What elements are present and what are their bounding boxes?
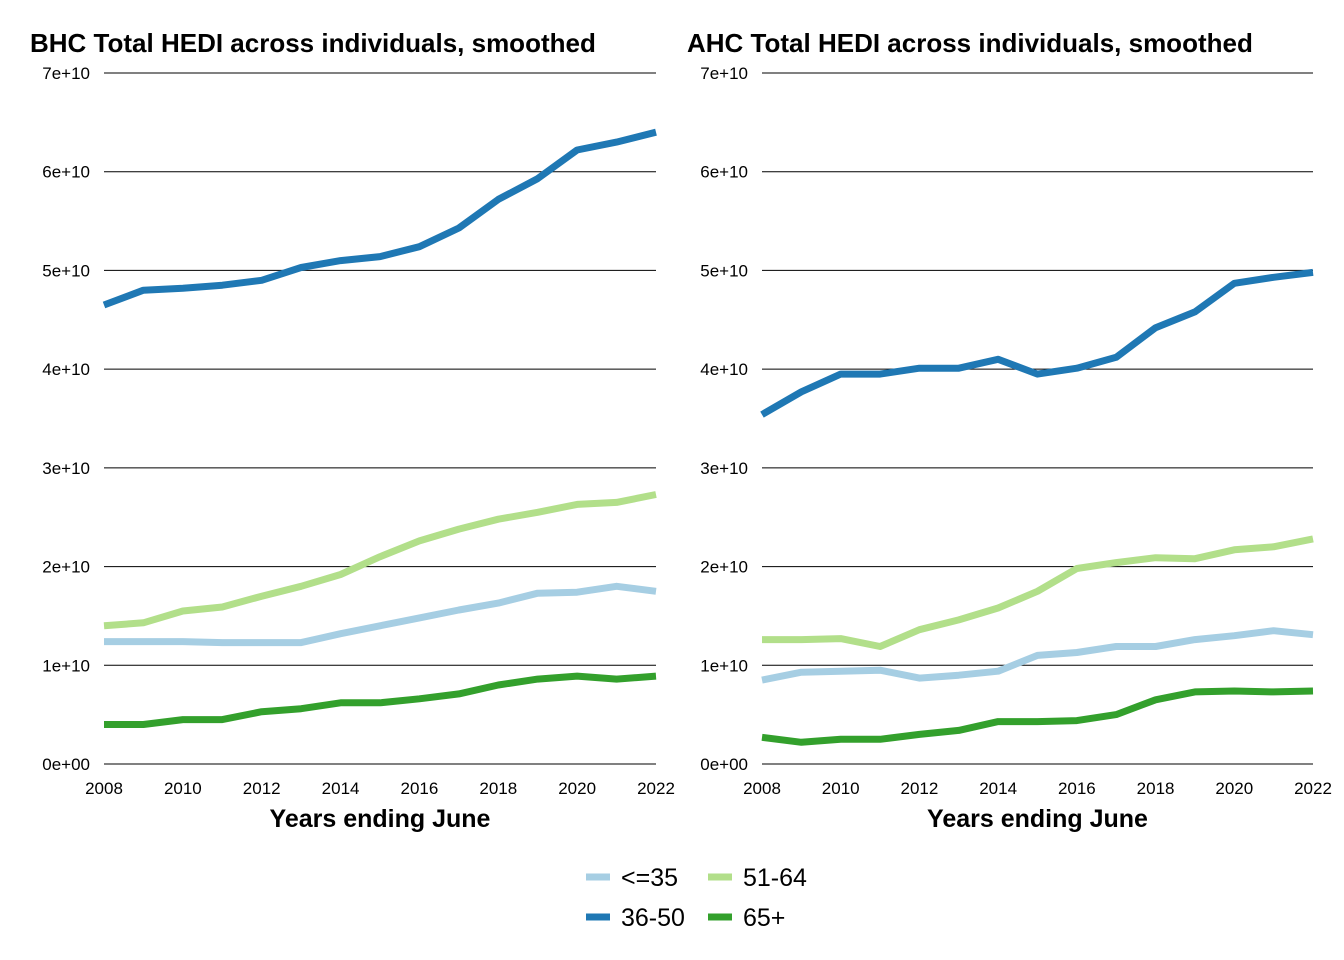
x-tick-label: 2020 xyxy=(1215,779,1253,798)
legend-label-le35: <=35 xyxy=(621,864,678,892)
x-tick-label: 2012 xyxy=(243,779,281,798)
x-tick-label: 2022 xyxy=(637,779,675,798)
chart-title: AHC Total HEDI across individuals, smoot… xyxy=(687,28,1253,58)
y-tick-label: 2e+10 xyxy=(700,558,748,577)
y-tick-label: 4e+10 xyxy=(700,360,748,379)
series-line-51-64 xyxy=(103,491,657,630)
series-line-51-64 xyxy=(762,535,1314,650)
series-line-36-50 xyxy=(760,268,1314,418)
y-tick-label: 7e+10 xyxy=(700,64,748,83)
y-tick-label: 1e+10 xyxy=(42,656,90,675)
x-tick-label: 2022 xyxy=(1294,779,1332,798)
x-tick-label: 2008 xyxy=(743,779,781,798)
panel-ahc: AHC Total HEDI across individuals, smoot… xyxy=(687,28,1332,833)
series-line-65plus xyxy=(761,687,1314,746)
x-tick-label: 2016 xyxy=(1058,779,1096,798)
x-tick-label: 2014 xyxy=(322,779,360,798)
x-tick-label: 2012 xyxy=(901,779,939,798)
y-tick-label: 4e+10 xyxy=(42,360,90,379)
y-tick-label: 5e+10 xyxy=(42,261,90,280)
series-line-le35 xyxy=(104,582,657,647)
y-tick-label: 6e+10 xyxy=(700,163,748,182)
y-tick-label: 1e+10 xyxy=(700,656,748,675)
x-axis-label: Years ending June xyxy=(927,805,1148,833)
x-tick-label: 2018 xyxy=(479,779,517,798)
y-tick-label: 3e+10 xyxy=(42,459,90,478)
legend-label-65plus: 65+ xyxy=(743,904,785,932)
legend: <=35 51-64 36-50 65+ xyxy=(586,864,807,932)
y-tick-label: 0e+00 xyxy=(42,755,90,774)
y-tick-label: 7e+10 xyxy=(42,64,90,83)
x-tick-label: 2014 xyxy=(979,779,1017,798)
x-tick-label: 2020 xyxy=(558,779,596,798)
y-tick-label: 5e+10 xyxy=(700,261,748,280)
chart-title: BHC Total HEDI across individuals, smoot… xyxy=(30,28,596,58)
legend-label-51-64: 51-64 xyxy=(743,864,807,892)
series-line-36-50 xyxy=(102,128,657,309)
y-tick-label: 2e+10 xyxy=(42,558,90,577)
x-tick-label: 2010 xyxy=(822,779,860,798)
panel-bhc: BHC Total HEDI across individuals, smoot… xyxy=(30,28,675,833)
x-tick-label: 2010 xyxy=(164,779,202,798)
x-tick-label: 2018 xyxy=(1137,779,1175,798)
x-axis-label: Years ending June xyxy=(270,805,491,833)
y-tick-label: 3e+10 xyxy=(700,459,748,478)
x-tick-label: 2016 xyxy=(401,779,439,798)
legend-label-36-50: 36-50 xyxy=(621,904,685,932)
x-tick-label: 2008 xyxy=(85,779,123,798)
y-tick-label: 0e+00 xyxy=(700,755,748,774)
y-tick-label: 6e+10 xyxy=(42,163,90,182)
series-line-le35 xyxy=(761,627,1314,684)
series-line-65plus xyxy=(104,672,657,728)
